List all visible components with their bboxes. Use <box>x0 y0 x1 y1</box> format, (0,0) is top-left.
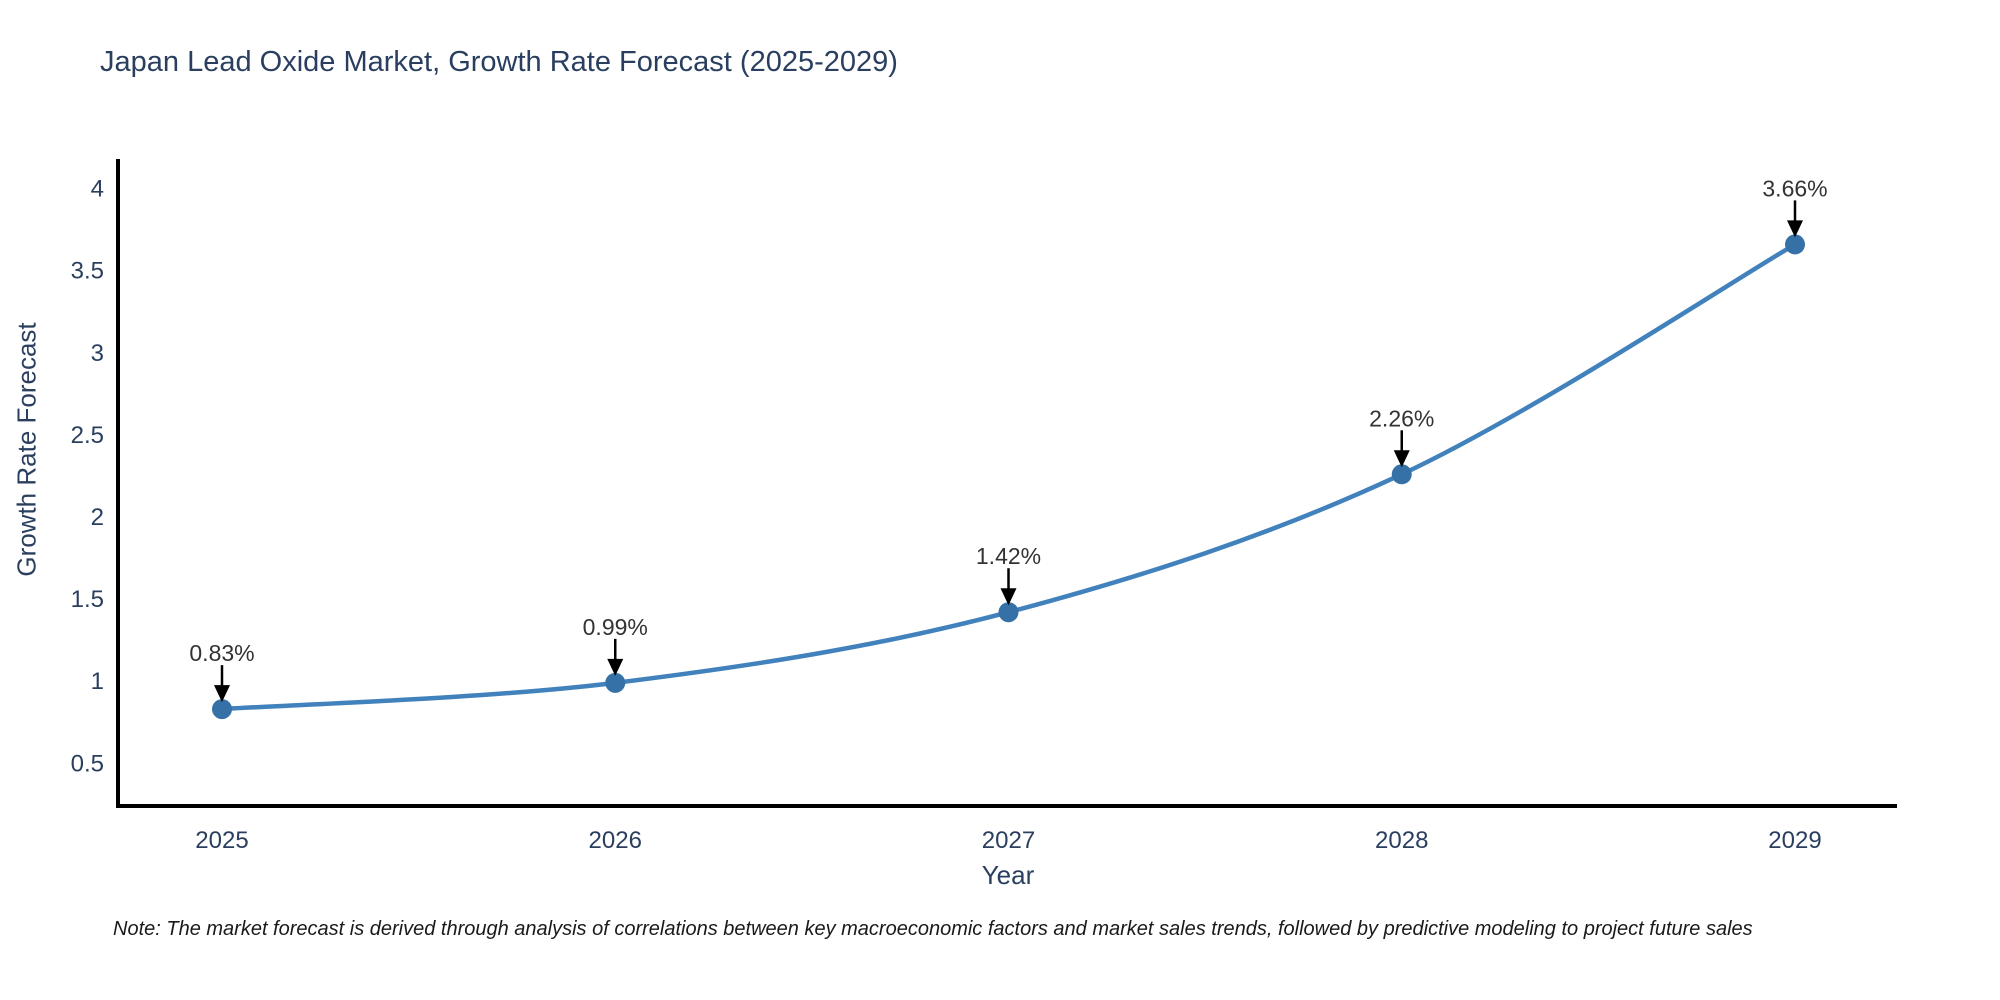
x-tick-labels: 2025 2026 2027 2028 2029 <box>195 827 1821 854</box>
x-tick-label: 2025 <box>195 827 248 854</box>
data-point-marker <box>605 672 626 693</box>
annotation-arrow-head <box>214 685 230 703</box>
data-point-marker <box>1391 464 1412 485</box>
point-value-label: 3.66% <box>1762 175 1827 201</box>
annotation-arrow-head <box>1787 220 1803 238</box>
x-tick-label: 2028 <box>1375 827 1428 854</box>
x-tick-label: 2026 <box>589 827 642 854</box>
chart-title: Japan Lead Oxide Market, Growth Rate For… <box>100 46 898 78</box>
annotation-arrow-head <box>1000 588 1017 606</box>
y-tick-label: 1.5 <box>71 586 104 613</box>
footnote: Note: The market forecast is derived thr… <box>113 918 1753 940</box>
y-tick-label: 2 <box>91 504 104 531</box>
axes <box>116 159 1897 808</box>
x-axis-title: Year <box>981 860 1035 890</box>
x-tick-label: 2029 <box>1768 827 1821 854</box>
point-value-label: 0.83% <box>189 640 254 666</box>
y-tick-label: 0.5 <box>71 750 104 777</box>
data-points <box>212 234 1805 720</box>
annotation-arrow-head <box>607 658 624 676</box>
x-tick-label: 2027 <box>982 827 1035 854</box>
data-point-marker <box>212 699 232 720</box>
data-point-marker <box>998 602 1019 623</box>
y-tick-label: 4 <box>91 176 104 203</box>
y-tick-label: 2.5 <box>71 422 104 449</box>
y-tick-label: 1 <box>91 668 104 695</box>
point-value-label: 0.99% <box>583 614 648 640</box>
point-value-label: 2.26% <box>1369 405 1434 431</box>
point-value-label: 1.42% <box>976 543 1041 569</box>
annotations: 0.83% 0.99% 1.42% 2.26% 3.66% <box>189 175 1828 703</box>
data-point-marker <box>1785 234 1805 255</box>
y-tick-label: 3.5 <box>71 258 104 285</box>
y-tick-label: 3 <box>91 340 104 367</box>
series-line <box>219 242 1798 712</box>
y-tick-labels: 0.5 1 1.5 2 2.5 3 3.5 4 <box>71 176 104 778</box>
annotation-arrow-head <box>1393 450 1410 468</box>
